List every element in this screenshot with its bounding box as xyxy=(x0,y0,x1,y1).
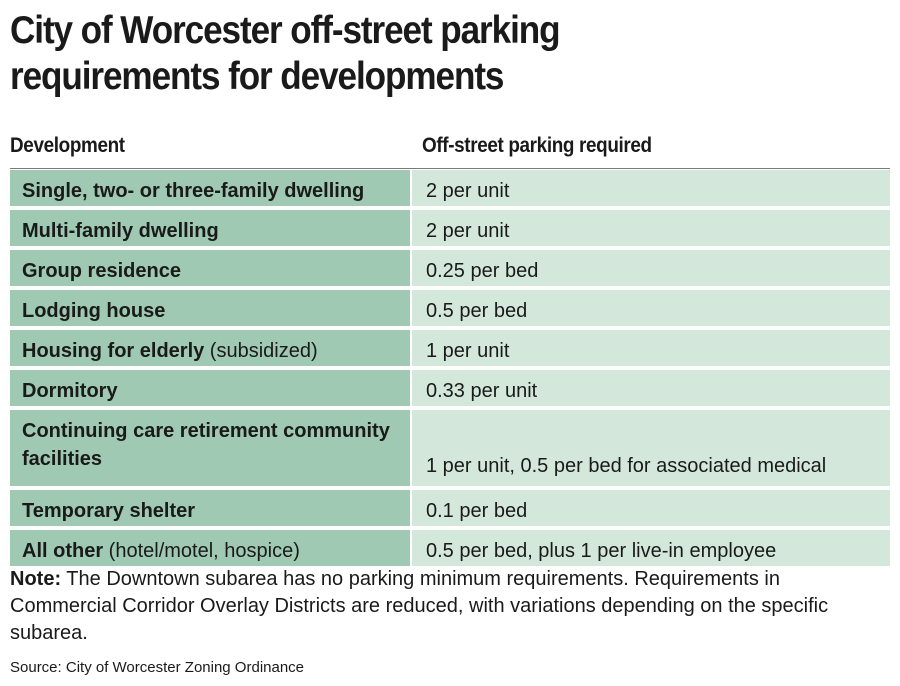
header-divider xyxy=(10,168,890,169)
footnote: Note: The Downtown subarea has no parkin… xyxy=(10,566,880,647)
development-cell: Lodging house xyxy=(10,290,410,326)
development-name: Group residence xyxy=(22,260,181,282)
table-row: All other (hotel/motel, hospice) 0.5 per… xyxy=(10,530,890,566)
requirement-cell: 1 per unit, 0.5 per bed for associated m… xyxy=(412,410,890,486)
development-cell: All other (hotel/motel, hospice) xyxy=(10,530,410,566)
table-row: Housing for elderly (subsidized) 1 per u… xyxy=(10,330,890,366)
development-name: Lodging house xyxy=(22,300,166,322)
development-cell: Housing for elderly (subsidized) xyxy=(10,330,410,366)
source-line: Source: City of Worcester Zoning Ordinan… xyxy=(10,659,305,676)
development-qualifier: (subsidized) xyxy=(204,340,318,362)
development-name: Housing for elderly xyxy=(22,340,205,362)
requirement-cell: 0.1 per bed xyxy=(412,490,890,526)
development-qualifier: (hotel/motel, hospice) xyxy=(103,540,300,562)
parking-table: Single, two- or three-family dwelling 2 … xyxy=(10,170,890,570)
title-line-2: requirements for developments xyxy=(10,55,504,98)
development-cell: Group residence xyxy=(10,250,410,286)
development-cell: Single, two- or three-family dwelling xyxy=(10,170,410,206)
table-header: Development Off-street parking required xyxy=(10,134,890,162)
development-name: Continuing care retirement community fac… xyxy=(22,420,390,470)
requirement-cell: 2 per unit xyxy=(412,210,890,246)
note-text: The Downtown subarea has no parking mini… xyxy=(10,568,829,644)
development-name: Multi-family dwelling xyxy=(22,220,219,242)
table-row: Multi-family dwelling 2 per unit xyxy=(10,210,890,246)
requirement-cell: 0.33 per unit xyxy=(412,370,890,406)
development-cell: Multi-family dwelling xyxy=(10,210,410,246)
requirement-cell: 0.5 per bed xyxy=(412,290,890,326)
development-cell: Dormitory xyxy=(10,370,410,406)
requirement-cell: 0.5 per bed, plus 1 per live-in employee xyxy=(412,530,890,566)
table-row: Single, two- or three-family dwelling 2 … xyxy=(10,170,890,206)
table-row: Group residence 0.25 per bed xyxy=(10,250,890,286)
note-label: Note: xyxy=(10,568,62,590)
development-cell: Temporary shelter xyxy=(10,490,410,526)
table-row: Continuing care retirement community fac… xyxy=(10,410,890,486)
page-title: City of Worcester off-street parking req… xyxy=(10,8,802,100)
requirement-cell: 0.25 per bed xyxy=(412,250,890,286)
parking-column-header: Off-street parking required xyxy=(422,134,652,157)
table-row: Temporary shelter 0.1 per bed xyxy=(10,490,890,526)
development-name: Single, two- or three-family dwelling xyxy=(22,180,365,202)
development-column-header: Development xyxy=(10,134,125,157)
development-name: Dormitory xyxy=(22,380,118,402)
table-row: Lodging house 0.5 per bed xyxy=(10,290,890,326)
requirement-cell: 2 per unit xyxy=(412,170,890,206)
development-name: All other xyxy=(22,540,104,562)
requirement-cell: 1 per unit xyxy=(412,330,890,366)
title-line-1: City of Worcester off-street parking xyxy=(10,9,561,52)
development-cell: Continuing care retirement community fac… xyxy=(10,410,410,486)
development-name: Temporary shelter xyxy=(22,500,196,522)
table-row: Dormitory 0.33 per unit xyxy=(10,370,890,406)
